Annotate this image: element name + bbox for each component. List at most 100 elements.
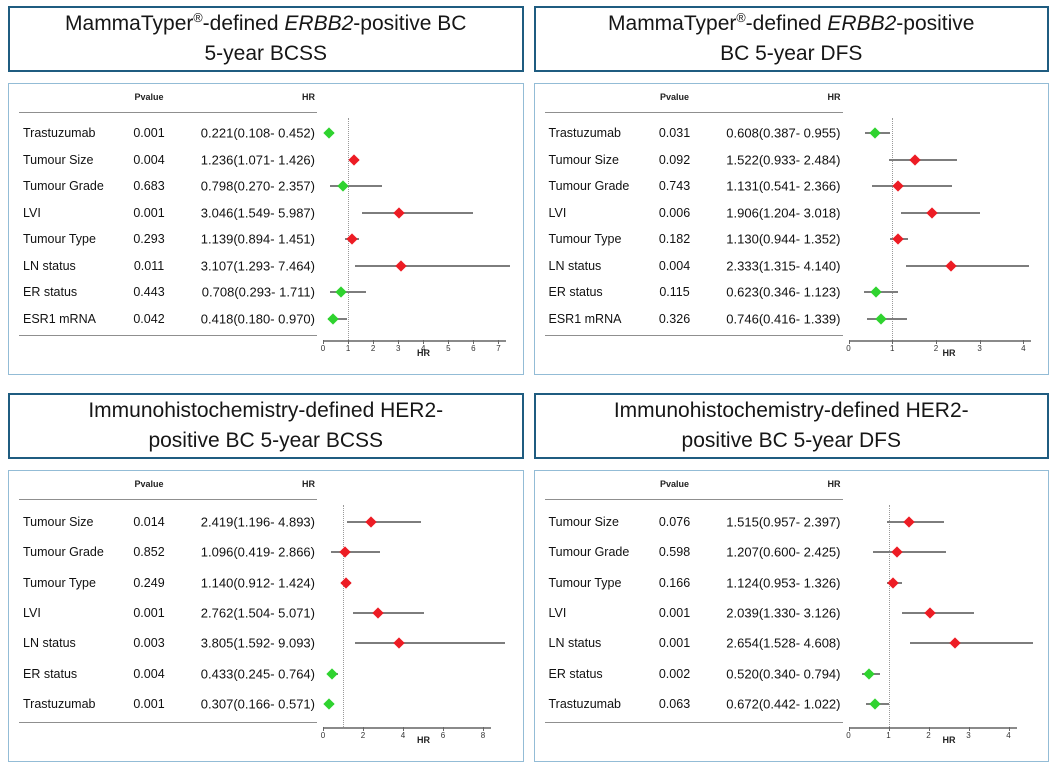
x-axis-tick-label: 2 bbox=[360, 731, 366, 740]
row-hr-ci: 1.096(0.419- 2.866) bbox=[200, 544, 315, 560]
title-line-1: MammaTyper®-defined ERBB2-positive bbox=[608, 9, 974, 39]
x-axis-tick-label: 7 bbox=[496, 344, 501, 353]
panel-ihc-dfs: Immunohistochemistry-defined HER2- posit… bbox=[533, 393, 1049, 762]
x-axis-tick bbox=[483, 727, 484, 731]
hr-diamond bbox=[944, 260, 957, 272]
x-axis bbox=[848, 727, 1017, 729]
row-pvalue: 0.042 bbox=[133, 311, 165, 326]
column-header-hr: HR bbox=[827, 479, 841, 489]
x-axis-tick-label: 1 bbox=[886, 731, 891, 740]
x-axis-tick bbox=[892, 340, 894, 344]
reference-line bbox=[348, 118, 350, 340]
row-hr-ci: 0.746(0.416- 1.339) bbox=[726, 311, 841, 327]
x-axis bbox=[848, 340, 1032, 342]
x-axis-tick bbox=[928, 727, 930, 731]
row-label: ESR1 mRNA bbox=[548, 311, 622, 326]
ci-line bbox=[330, 291, 366, 294]
row-hr-ci: 0.623(0.346- 1.123) bbox=[726, 284, 841, 300]
hr-diamond bbox=[335, 286, 347, 298]
row-pvalue: 0.001 bbox=[133, 126, 165, 141]
row-pvalue: 0.004 bbox=[658, 258, 691, 273]
header-divider bbox=[544, 112, 843, 113]
reference-line bbox=[892, 118, 894, 340]
x-axis-tick-label: 0 bbox=[846, 731, 851, 740]
hr-diamond bbox=[892, 233, 904, 245]
row-pvalue: 0.683 bbox=[133, 179, 165, 194]
row-hr-ci: 1.124(0.953- 1.326) bbox=[726, 575, 841, 591]
panel-title-ihc-bcss: Immunohistochemistry-defined HER2- posit… bbox=[8, 393, 524, 459]
row-pvalue: 0.182 bbox=[658, 232, 691, 247]
row-hr-ci: 2.039(1.330- 3.126) bbox=[726, 605, 841, 621]
x-axis-tick bbox=[448, 340, 450, 344]
title-gene-italic: ERBB2 bbox=[284, 11, 354, 35]
column-header-hr: HR bbox=[302, 92, 315, 102]
title-brand: MammaTyper bbox=[608, 11, 737, 35]
x-axis-tick-label: 4 bbox=[1021, 344, 1026, 353]
row-hr-ci: 1.207(0.600- 2.425) bbox=[726, 544, 841, 560]
x-axis-tick bbox=[848, 727, 850, 731]
header-divider bbox=[544, 499, 843, 500]
ci-line bbox=[329, 185, 383, 188]
column-header-hr: HR bbox=[302, 479, 315, 489]
x-axis-tick-label: 2 bbox=[370, 344, 376, 353]
x-axis-tick-label: 2 bbox=[926, 731, 931, 740]
hr-diamond bbox=[869, 127, 881, 139]
x-axis-tick-label: 1 bbox=[889, 344, 895, 353]
title-line-1: Immunohistochemistry-defined HER2- bbox=[614, 396, 969, 426]
panel-title-mammatyper-dfs: MammaTyper®-defined ERBB2-positive BC 5-… bbox=[533, 6, 1049, 72]
ci-line bbox=[889, 158, 958, 161]
row-label: Tumour Size bbox=[23, 515, 94, 530]
row-hr-ci: 3.805(1.592- 9.093) bbox=[200, 635, 315, 651]
row-label: ER status bbox=[548, 666, 603, 681]
row-hr-ci: 1.131(0.541- 2.366) bbox=[726, 178, 841, 194]
row-pvalue: 0.001 bbox=[658, 606, 691, 620]
row-pvalue: 0.002 bbox=[658, 666, 691, 681]
row-label: Tumour Size bbox=[23, 152, 94, 167]
row-label: ER status bbox=[23, 666, 78, 681]
ci-line bbox=[331, 551, 381, 554]
x-axis-label: HR bbox=[417, 348, 430, 358]
row-label: Tumour Size bbox=[548, 515, 619, 530]
row-hr-ci: 2.654(1.528- 4.608) bbox=[726, 635, 841, 651]
row-label: Tumour Grade bbox=[23, 545, 104, 560]
row-hr-ci: 2.419(1.196- 4.893) bbox=[200, 514, 315, 530]
x-axis-label: HR bbox=[417, 735, 430, 745]
hr-diamond bbox=[891, 546, 903, 559]
x-axis-tick bbox=[968, 727, 970, 731]
x-axis-tick bbox=[1023, 340, 1025, 344]
row-label: Tumour Grade bbox=[23, 179, 104, 194]
row-hr-ci: 2.762(1.504- 5.071) bbox=[200, 605, 315, 621]
hr-diamond bbox=[393, 637, 405, 649]
title-line-2: positive BC 5-year DFS bbox=[681, 429, 901, 452]
column-header-pvalue: Pvalue bbox=[659, 479, 690, 489]
ci-line bbox=[901, 612, 974, 614]
row-hr-ci: 0.307(0.166- 0.571) bbox=[200, 696, 315, 712]
x-axis-tick bbox=[373, 340, 375, 344]
x-axis-tick bbox=[348, 340, 350, 344]
x-axis-tick-label: 4 bbox=[1006, 731, 1011, 740]
row-pvalue: 0.852 bbox=[133, 545, 165, 560]
ci-line bbox=[905, 264, 1030, 267]
x-axis-tick-label: 6 bbox=[440, 731, 446, 740]
row-pvalue: 0.249 bbox=[133, 575, 165, 590]
title-mid: -defined bbox=[202, 11, 285, 35]
row-hr-ci: 0.672(0.442- 1.022) bbox=[726, 696, 841, 712]
hr-diamond bbox=[393, 207, 406, 219]
hr-diamond bbox=[892, 180, 904, 192]
panel-mammatyper-bcss: MammaTyper®-defined ERBB2-positive BC 5-… bbox=[8, 6, 524, 375]
row-label: ER status bbox=[548, 285, 603, 300]
row-pvalue: 0.001 bbox=[133, 606, 165, 620]
title-line-1: Immunohistochemistry-defined HER2- bbox=[88, 396, 443, 426]
row-hr-ci: 0.608(0.387- 0.955) bbox=[726, 125, 841, 141]
x-axis-tick-label: 8 bbox=[480, 731, 486, 740]
forest-plot-mammatyper-dfs: Pvalue HR Trastuzumab 0.031 0.608(0.387- 0.9… bbox=[533, 83, 1049, 375]
row-pvalue: 0.004 bbox=[133, 152, 165, 167]
row-pvalue: 0.326 bbox=[658, 311, 691, 326]
row-label: Trastuzumab bbox=[548, 126, 621, 141]
x-axis-tick bbox=[323, 727, 324, 731]
x-axis-tick-label: 3 bbox=[977, 344, 982, 353]
row-label: LN status bbox=[548, 636, 602, 651]
row-hr-ci: 0.221(0.108- 0.452) bbox=[200, 125, 315, 141]
x-axis-label: HR bbox=[942, 735, 956, 745]
